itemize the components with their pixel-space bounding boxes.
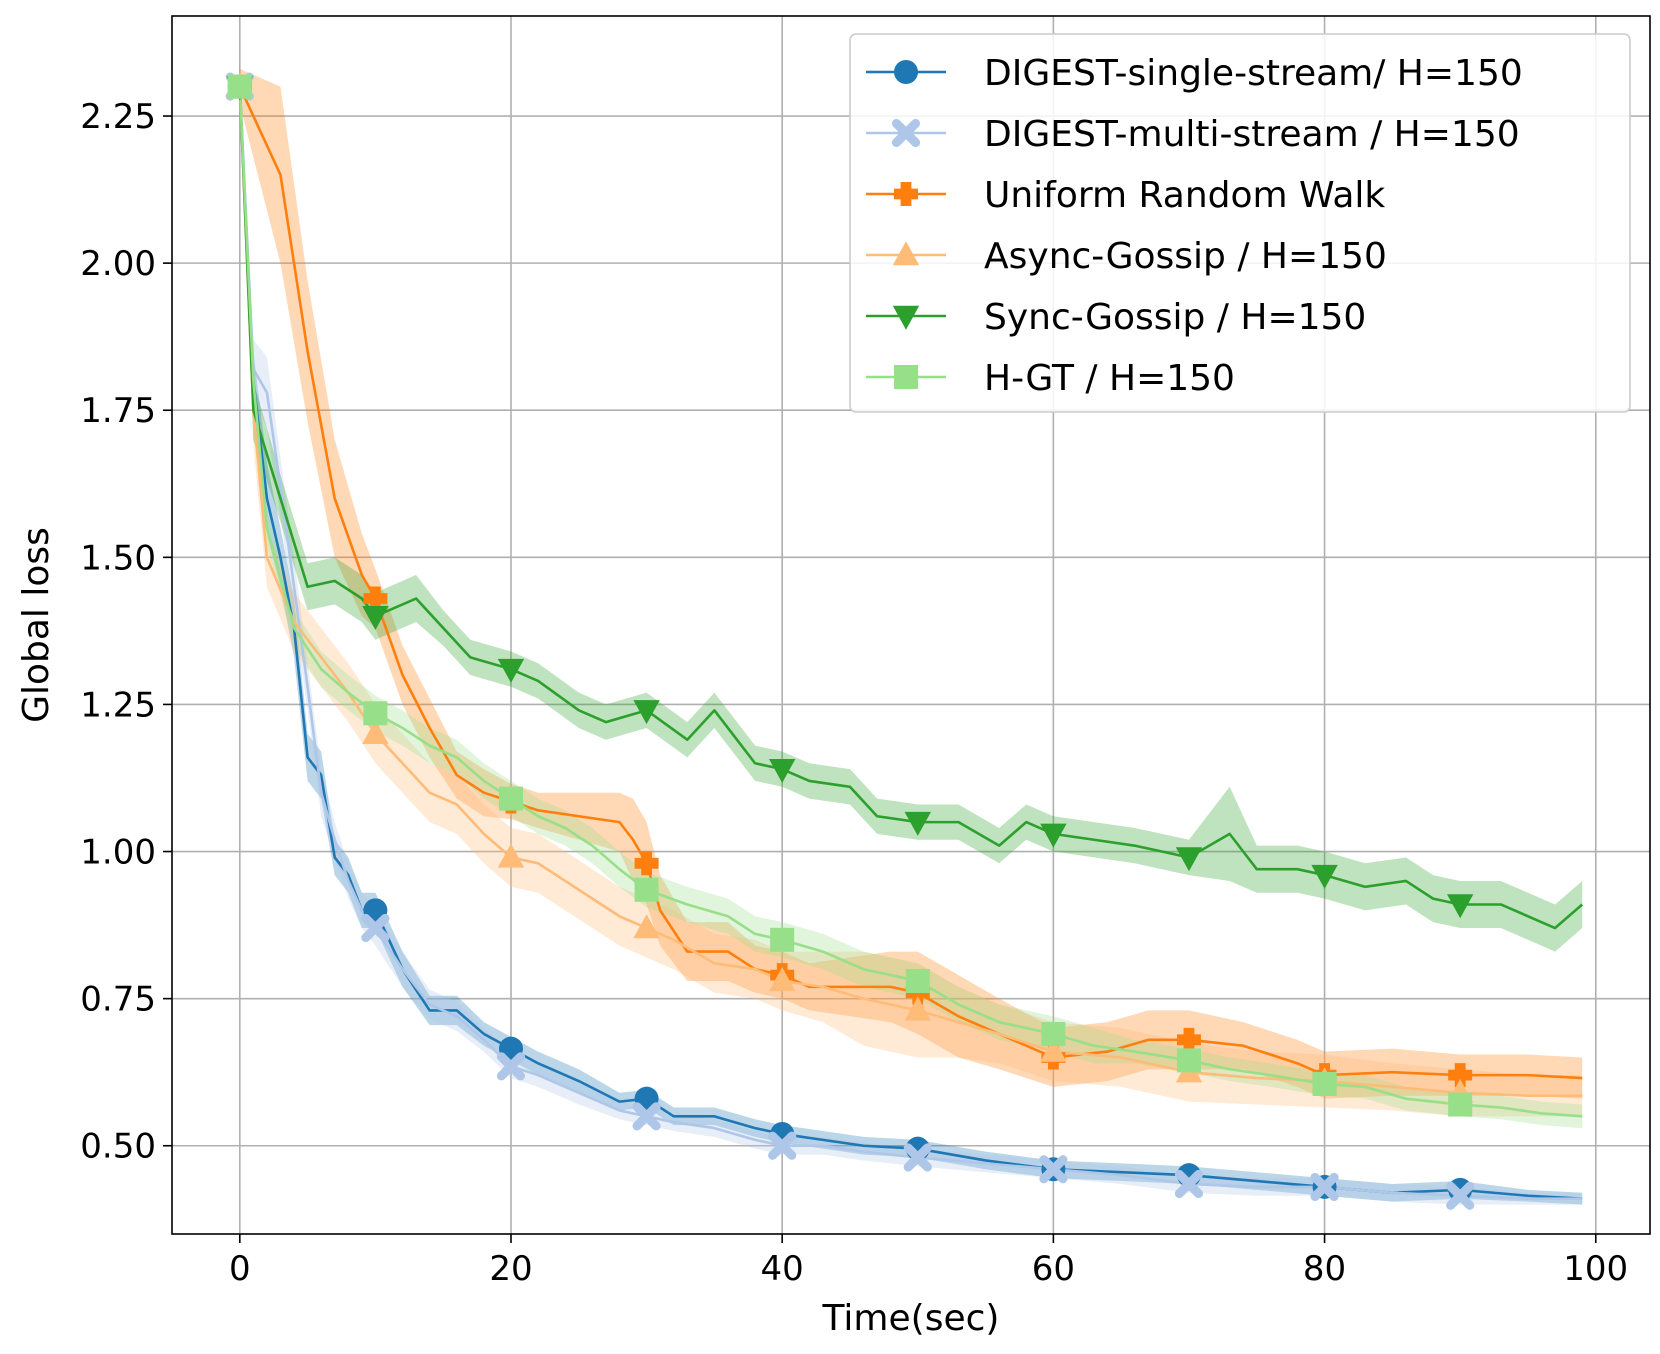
axis-ticks: 0 20 40 60 80 100 0.50 0.75 1.00 1.25 1.50 1.75 2.00…: [80, 97, 1628, 1289]
legend-marker: [894, 60, 918, 84]
series-6-marker: [227, 74, 252, 99]
series-3-marker: [634, 851, 659, 876]
series-4-marker: [362, 720, 389, 745]
series-5-line: [238, 86, 1584, 930]
y-tick-label: 2.00: [80, 244, 156, 284]
series-2-marker: [361, 913, 390, 943]
legend-label: DIGEST-single-stream/ H=150: [984, 53, 1523, 94]
y-tick-label: 0.50: [80, 1127, 156, 1167]
series-5-marker: [1040, 823, 1067, 848]
legend-entry: DIGEST-single-stream/ H=150: [866, 53, 1523, 94]
legend-label: DIGEST-multi-stream / H=150: [984, 114, 1520, 155]
series-6-marker: [905, 968, 930, 993]
plot-frame: [171, 15, 1651, 1235]
legend-label: Async-Gossip / H=150: [984, 236, 1387, 277]
legend: DIGEST-single-stream/ H=150 DIGEST-multi-…: [849, 33, 1631, 413]
legend-marker: [892, 241, 920, 266]
x-axis-label: Time(sec): [822, 1298, 1000, 1339]
x-tick-label: 20: [489, 1249, 532, 1289]
legend-entry: Async-Gossip / H=150: [866, 236, 1387, 277]
series-6-marker: [1312, 1071, 1337, 1096]
series-2-marker: [1174, 1169, 1204, 1199]
y-tick-label: 1.75: [80, 391, 156, 431]
legend-entry: DIGEST-multi-stream / H=150: [866, 114, 1520, 155]
legend-label: H-GT / H=150: [984, 358, 1235, 399]
legend-label: Sync-Gossip / H=150: [984, 297, 1366, 338]
series-3-marker: [363, 586, 388, 611]
series-5-marker: [768, 758, 796, 783]
series-2-marker: [1446, 1181, 1475, 1210]
series-4-marker: [1040, 1037, 1067, 1062]
x-tick-label: 60: [1032, 1249, 1075, 1289]
x-tick-label: 100: [1563, 1249, 1628, 1289]
series-3-marker: [1448, 1063, 1473, 1088]
series-5-marker: [633, 700, 660, 725]
legend-entry: H-GT / H=150: [866, 358, 1235, 399]
series-2-marker: [496, 1052, 526, 1081]
series-6-marker: [634, 877, 659, 902]
legend-marker: [894, 365, 918, 389]
series-6-marker: [1176, 1048, 1201, 1073]
series-4-marker: [768, 967, 796, 992]
series-2-marker: [768, 1131, 797, 1160]
x-tick-label: 40: [761, 1249, 804, 1289]
series-3-marker: [1176, 1027, 1201, 1052]
series-6-marker: [1041, 1021, 1066, 1046]
series-2-marker: [903, 1143, 932, 1172]
legend-box: [849, 33, 1631, 413]
series-2-marker: [1310, 1172, 1339, 1202]
series-4-marker: [904, 996, 931, 1021]
y-tick-label: 1.00: [80, 833, 156, 873]
series-3-line: [238, 86, 1583, 1080]
y-tick-label: 0.75: [80, 980, 156, 1020]
y-tick-label: 2.25: [80, 97, 156, 137]
series-6-marker: [363, 701, 388, 726]
x-tick-label: 0: [229, 1249, 251, 1289]
series-2-marker: [1039, 1155, 1068, 1184]
legend-marker: [891, 118, 921, 148]
legend-label: Uniform Random Walk: [984, 175, 1385, 216]
legend-marker: [894, 182, 918, 207]
legend-entry: Uniform Random Walk: [866, 175, 1385, 216]
series-5-marker: [1175, 847, 1203, 872]
legend-marker: [892, 305, 920, 330]
series-6-marker: [770, 927, 795, 952]
series-4-marker: [633, 914, 660, 939]
series-5-marker: [497, 658, 525, 683]
series-2-marker: [632, 1102, 661, 1131]
series-4-marker: [497, 843, 525, 868]
series-5-marker: [1311, 864, 1338, 889]
legend-entry: Sync-Gossip / H=150: [866, 297, 1366, 338]
series-6-marker: [498, 786, 523, 811]
series-5-marker: [1446, 894, 1474, 919]
x-tick-label: 80: [1303, 1249, 1346, 1289]
y-tick-label: 1.25: [80, 685, 156, 725]
series-5-marker: [362, 605, 389, 630]
y-tick-label: 1.50: [80, 538, 156, 578]
y-axis-label: Global loss: [16, 527, 57, 723]
series-5-marker: [904, 811, 931, 836]
series-markers: [225, 72, 1475, 1210]
series-6-marker: [1448, 1092, 1473, 1117]
